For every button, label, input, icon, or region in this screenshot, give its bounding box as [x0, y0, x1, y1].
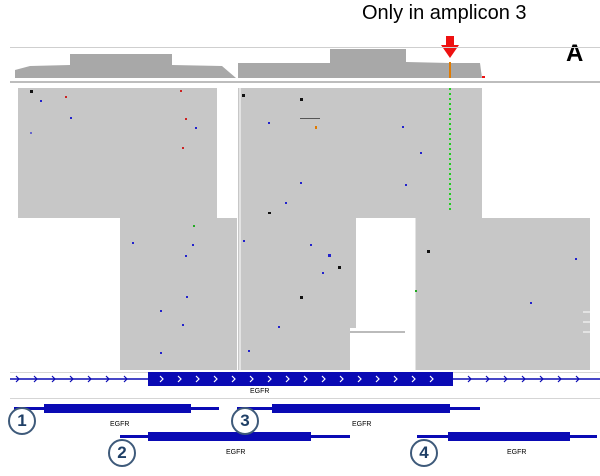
coverage-track-frame	[10, 47, 600, 83]
read-pile-1c	[217, 218, 237, 370]
amplicon-2-bar	[120, 432, 350, 441]
read-pile-3	[415, 218, 590, 370]
panel-label: A	[566, 40, 584, 67]
gene-strand-arrows-right	[467, 375, 580, 383]
amplicon-track	[14, 404, 597, 441]
mismatch-dots	[30, 90, 577, 354]
amplicon-2-badge: 2	[108, 439, 136, 467]
amplicon-3-gene-label: EGFR	[352, 421, 372, 428]
coverage-block-3	[450, 63, 482, 78]
coverage-block-2	[238, 49, 450, 78]
reads-track	[18, 88, 590, 370]
read-pile-2a	[238, 88, 482, 218]
amplicon-4-badge: 4	[410, 439, 438, 467]
amplicon-3-badge: 3	[231, 407, 259, 435]
coverage-track	[15, 49, 485, 78]
coverage-block-1	[15, 54, 236, 78]
amplicon-1-gene-label: EGFR	[110, 421, 130, 428]
amplicon-4-bar	[417, 432, 597, 441]
amplicon-2-gene-label: EGFR	[226, 449, 246, 456]
gene-track	[10, 372, 600, 386]
gene-name-label: EGFR	[250, 388, 270, 395]
amplicon-3-bar	[237, 404, 480, 413]
track-separator-bottom	[10, 398, 600, 399]
read-end-lines	[350, 311, 590, 353]
amplicon-1-bar	[14, 404, 219, 413]
read-pile-2c	[350, 218, 356, 328]
read-pile-1b	[120, 218, 217, 370]
read-edges	[239, 88, 416, 370]
amplicon-1-badge: 1	[8, 407, 36, 435]
read-pile-2b	[238, 218, 350, 370]
gene-strand-arrows-exon	[159, 375, 434, 383]
annotation-text: Only in amplicon 3	[362, 2, 527, 24]
coverage-red-mark	[482, 76, 485, 78]
gene-exon-block	[148, 372, 453, 386]
amplicon-4-gene-label: EGFR	[507, 449, 527, 456]
gene-strand-arrows-left	[15, 375, 128, 383]
read-pile-1a	[18, 88, 217, 218]
